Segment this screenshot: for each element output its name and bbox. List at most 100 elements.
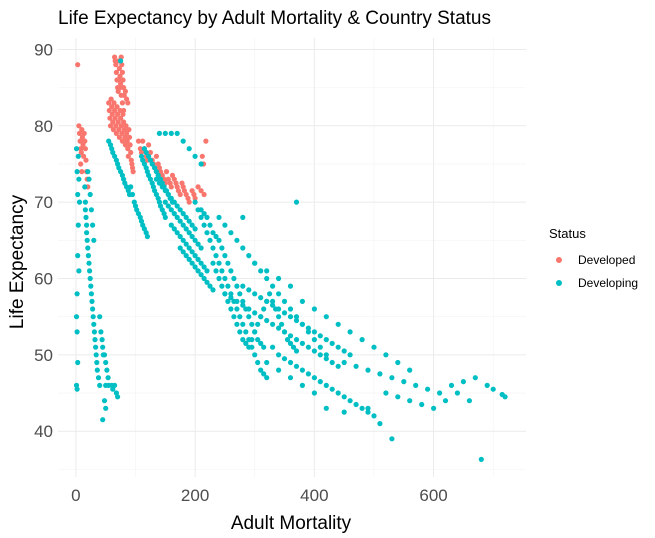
data-point-developing	[347, 352, 353, 358]
data-point-developing	[329, 340, 335, 346]
data-point-developing	[299, 367, 305, 373]
data-point-developing	[201, 222, 207, 228]
data-point-developed	[130, 169, 136, 175]
chart-title: Life Expectancy by Adult Mortality & Cou…	[58, 8, 491, 29]
data-point-developed	[118, 123, 124, 129]
data-point-developed	[78, 161, 84, 167]
data-point-developing	[189, 233, 195, 240]
data-point-developing	[82, 199, 88, 205]
data-point-developed	[199, 153, 205, 159]
data-point-developing	[207, 222, 213, 228]
data-point-developing	[162, 130, 168, 136]
data-point-developed	[113, 130, 119, 136]
data-point-developing	[74, 329, 80, 335]
data-point-developing	[189, 249, 195, 255]
data-point-developing	[293, 363, 300, 369]
data-point-developing	[454, 390, 460, 396]
data-point-developing	[74, 291, 80, 297]
data-point-developing	[92, 337, 98, 343]
data-point-developing	[293, 348, 300, 354]
data-point-developed	[118, 115, 124, 121]
data-point-developing	[276, 291, 282, 297]
data-point-developing	[276, 367, 282, 373]
data-point-developing	[131, 199, 137, 205]
data-point-developing	[115, 394, 121, 400]
data-point-developed	[113, 62, 119, 68]
data-point-developing	[311, 306, 317, 312]
data-point-developing	[195, 241, 201, 247]
data-point-developing	[472, 375, 478, 381]
data-point-developing	[90, 314, 96, 320]
data-point-developed	[121, 107, 127, 114]
data-point-developing	[252, 329, 258, 335]
data-point-developing	[157, 176, 164, 182]
data-point-developing	[100, 344, 106, 350]
data-point-developing	[353, 401, 359, 408]
data-point-developing	[299, 321, 305, 327]
data-point-developing	[413, 382, 419, 388]
data-point-developed	[126, 134, 133, 140]
data-point-developed	[116, 65, 122, 72]
data-point-developing	[281, 356, 288, 362]
data-point-developing	[281, 298, 288, 304]
data-point-developing	[281, 310, 288, 316]
data-point-developed	[106, 100, 112, 106]
data-point-developing	[225, 260, 231, 266]
data-point-developing	[156, 180, 162, 186]
data-point-developing	[204, 268, 210, 274]
data-point-developed	[107, 115, 113, 121]
y-axis-title: Life Expectancy	[7, 194, 28, 329]
data-point-developing	[395, 359, 401, 366]
data-point-developing	[168, 222, 174, 228]
data-point-developing	[293, 317, 300, 324]
data-point-developing	[186, 146, 192, 152]
data-point-developing	[216, 260, 222, 266]
data-point-developing	[186, 245, 192, 251]
data-point-developed	[116, 77, 122, 83]
data-point-developing	[93, 352, 99, 358]
data-point-developed	[77, 138, 83, 144]
data-point-developing	[216, 275, 222, 282]
data-point-developing	[365, 409, 371, 415]
data-point-developing	[284, 337, 291, 343]
data-point-developing	[255, 337, 261, 343]
data-point-developing	[371, 413, 377, 419]
data-point-developed	[82, 146, 88, 152]
data-point-developing	[147, 176, 153, 182]
data-point-developing	[94, 359, 100, 366]
data-point-developing	[359, 405, 365, 411]
data-point-developing	[93, 344, 99, 350]
legend-label-developed: Developed	[578, 253, 635, 267]
data-point-developing	[204, 279, 210, 285]
data-point-developing	[299, 298, 305, 304]
data-point-developing	[377, 421, 383, 427]
data-point-developed	[163, 169, 170, 175]
x-axis-ticks: 0 200 400 600	[71, 486, 448, 505]
data-point-developing	[88, 291, 94, 297]
data-point-developing	[237, 291, 243, 297]
data-point-developing	[341, 359, 347, 366]
data-point-developing	[82, 207, 88, 213]
data-point-developing	[276, 352, 282, 358]
data-point-developing	[264, 359, 270, 366]
data-point-developing	[86, 176, 92, 182]
data-point-developing	[99, 337, 105, 343]
data-point-developing	[246, 314, 252, 320]
data-point-developing	[204, 214, 210, 220]
data-point-developing	[323, 352, 329, 358]
data-point-developing	[246, 344, 252, 350]
data-point-developing	[276, 325, 282, 331]
data-point-developing	[299, 382, 305, 388]
data-point-developing	[159, 184, 165, 190]
data-point-developed	[122, 88, 128, 94]
data-point-developed	[118, 92, 124, 98]
data-point-developing	[305, 325, 311, 331]
data-point-developing	[195, 256, 201, 262]
data-point-developed	[81, 153, 87, 159]
data-point-developing	[195, 268, 201, 274]
data-point-developed	[108, 96, 114, 102]
data-point-developing	[112, 382, 118, 388]
data-point-developing	[240, 302, 246, 308]
data-point-developing	[252, 291, 258, 297]
series-developed	[75, 54, 209, 205]
